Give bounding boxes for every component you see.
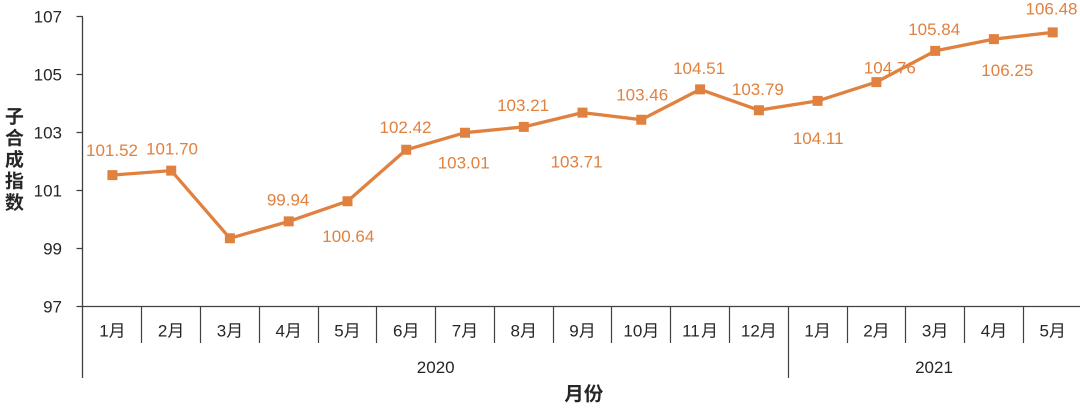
svg-text:97: 97 — [43, 298, 62, 317]
svg-text:8: 8 — [511, 322, 520, 341]
svg-text:3: 3 — [217, 322, 226, 341]
svg-text:4: 4 — [276, 322, 285, 341]
svg-text:102.42: 102.42 — [380, 118, 432, 137]
svg-text:103: 103 — [34, 124, 62, 143]
svg-text:101.70: 101.70 — [146, 140, 198, 159]
svg-text:103.01: 103.01 — [438, 154, 490, 173]
svg-text:103.79: 103.79 — [732, 80, 784, 99]
svg-text:106.25: 106.25 — [981, 61, 1033, 80]
svg-text:105.84: 105.84 — [908, 20, 960, 39]
svg-text:104.76: 104.76 — [864, 59, 916, 78]
svg-text:105: 105 — [34, 66, 62, 85]
svg-text:2020: 2020 — [417, 358, 455, 377]
svg-text:100.64: 100.64 — [322, 227, 374, 246]
svg-text:101.52: 101.52 — [86, 141, 138, 160]
svg-text:12: 12 — [741, 322, 760, 341]
svg-text:10: 10 — [623, 322, 642, 341]
svg-text:2: 2 — [158, 322, 167, 341]
svg-text:104.51: 104.51 — [673, 59, 725, 78]
svg-text:106.48: 106.48 — [1026, 0, 1078, 19]
svg-text:107: 107 — [34, 8, 62, 27]
svg-text:5: 5 — [1040, 322, 1049, 341]
svg-text:2021: 2021 — [915, 358, 953, 377]
svg-text:5: 5 — [334, 322, 343, 341]
svg-text:1: 1 — [804, 322, 813, 341]
svg-text:1: 1 — [99, 322, 108, 341]
svg-text:6: 6 — [393, 322, 402, 341]
svg-text:103.46: 103.46 — [616, 86, 668, 105]
svg-text:2: 2 — [863, 322, 872, 341]
svg-text:11: 11 — [682, 322, 700, 341]
svg-text:104.11: 104.11 — [793, 129, 844, 148]
svg-text:99: 99 — [43, 240, 62, 259]
svg-text:99.94: 99.94 — [267, 190, 310, 209]
svg-text:101: 101 — [34, 182, 62, 201]
svg-text:103.71: 103.71 — [551, 153, 603, 172]
svg-text:7: 7 — [452, 322, 461, 341]
svg-text:3: 3 — [922, 322, 931, 341]
svg-text:103.21: 103.21 — [497, 96, 549, 115]
svg-text:9: 9 — [569, 322, 578, 341]
svg-text:4: 4 — [981, 322, 990, 341]
